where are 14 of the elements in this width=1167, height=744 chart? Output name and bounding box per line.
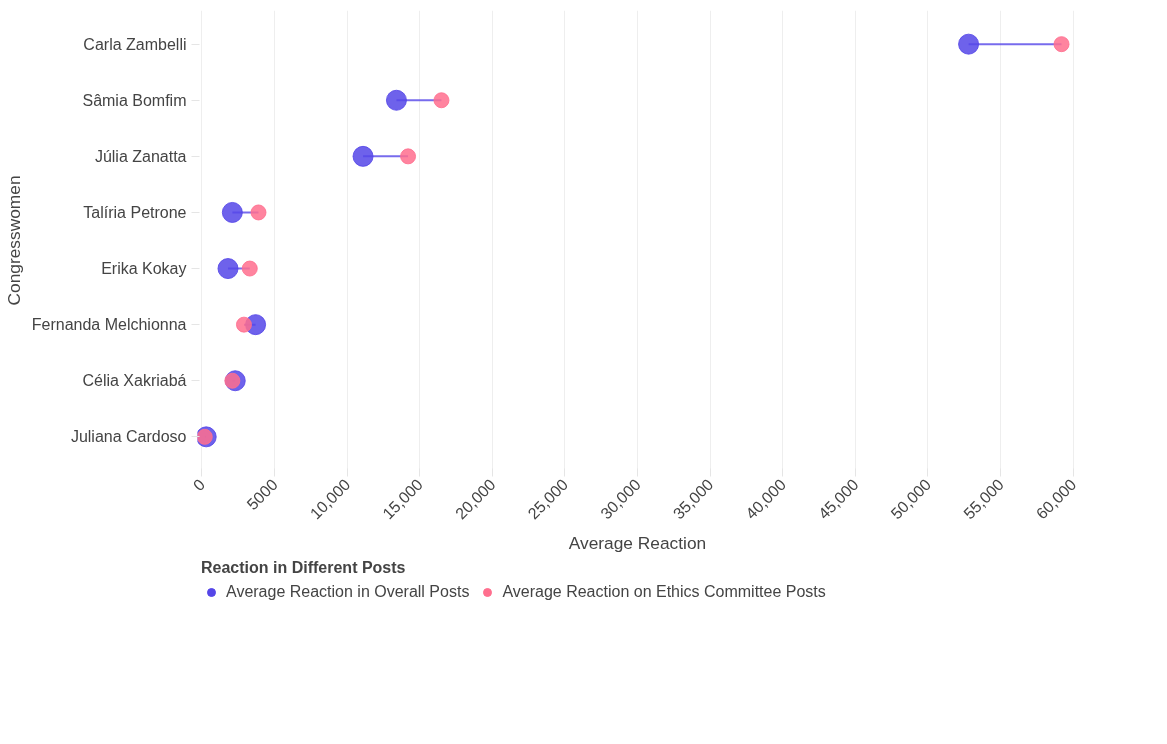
legend-label: Average Reaction on Ethics Committee Posts: [502, 583, 826, 601]
y-tick-label: Carla Zambelli: [83, 35, 187, 53]
y-tick-label: Talíria Petrone: [83, 203, 187, 221]
y-tick-label: Célia Xakriabá: [82, 372, 187, 390]
y-axis-title: Congresswomen: [3, 175, 24, 306]
x-axis-title: Average Reaction: [568, 532, 707, 553]
legend-label: Average Reaction in Overall Posts: [226, 583, 470, 601]
y-tick-label: Juliana Cardoso: [70, 428, 187, 446]
legend-title: Reaction in Different Posts: [201, 559, 407, 577]
y-tick-label: Erika Kokay: [101, 260, 187, 278]
x-tick-label: 0: [189, 475, 209, 495]
y-tick-label: Sâmia Bomfim: [82, 91, 187, 109]
y-tick-label: Júlia Zanatta: [94, 147, 187, 165]
y-tick-label: Fernanda Melchionna: [31, 316, 187, 334]
